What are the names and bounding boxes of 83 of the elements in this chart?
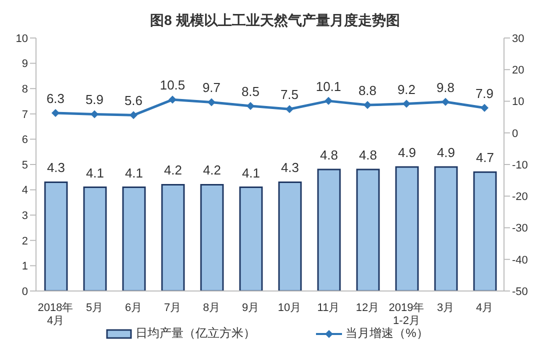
y-tick-label: 0 [22, 286, 28, 298]
data-label: 10.5 [160, 78, 186, 93]
point [324, 96, 332, 105]
bar [200, 184, 224, 291]
x-tick-label: 7月 [164, 302, 182, 314]
point [402, 100, 410, 108]
data-label: 9.7 [202, 80, 221, 96]
bar [473, 171, 497, 291]
data-label: 4.8 [358, 148, 378, 163]
data-label: 4.3 [46, 160, 66, 176]
x-tick-label: 8月 [202, 302, 220, 314]
data-label: 8.8 [358, 83, 377, 98]
data-label: 5.6 [124, 93, 143, 108]
x-tick-label: 5月 [86, 302, 104, 314]
data-label: 8.5 [241, 84, 260, 99]
data-label: 4.7 [476, 150, 494, 166]
x-tick-label: 9月 [242, 302, 260, 314]
data-label: 4.9 [398, 145, 416, 160]
data-label: 4.1 [86, 165, 104, 180]
data-label: 4.1 [124, 165, 144, 180]
y2-tick-label: 20 [512, 64, 524, 77]
bar [395, 166, 419, 291]
bar [356, 168, 380, 291]
data-label: 7.9 [475, 86, 494, 101]
chart-title: 图8 规模以上工业天然气产量月度走势图 [149, 11, 401, 30]
point [208, 98, 216, 106]
data-label: 4.3 [280, 160, 300, 176]
y2-tick-label: -10 [512, 159, 528, 172]
point [246, 102, 254, 110]
bar [278, 181, 302, 291]
point [364, 101, 372, 110]
data-label: 10.1 [316, 78, 342, 94]
y2-tick-label: -40 [512, 254, 528, 266]
y-tick-label: 5 [22, 159, 28, 172]
y-tick-label: 9 [22, 58, 28, 70]
y2-tick-label: 0 [512, 128, 518, 140]
x-tick-label: 12月 [356, 302, 380, 314]
data-label: 4.2 [202, 162, 222, 178]
y-tick-label: 10 [16, 32, 28, 45]
y-tick-label: 3 [22, 210, 28, 222]
x-tick-label: 4月 [476, 302, 494, 314]
bar [122, 186, 146, 291]
data-label: 5.9 [85, 92, 104, 108]
y-tick-label: 6 [22, 134, 28, 146]
data-label: 4.2 [164, 162, 182, 178]
y-tick-label: 4 [22, 184, 28, 197]
x-tick-label: 3月 [436, 302, 454, 314]
x-tick-label: 2019年1-2月 [388, 302, 424, 327]
x-tick-label: 10月 [278, 302, 302, 314]
bar [239, 186, 263, 291]
data-label: 4.1 [242, 165, 260, 180]
point [442, 98, 450, 106]
data-label: 4.8 [320, 148, 338, 163]
x-tick-label: 11月 [317, 302, 340, 314]
point [130, 111, 138, 120]
data-label: 9.2 [397, 82, 416, 97]
point [52, 108, 60, 117]
data-label: 4.9 [436, 145, 456, 160]
bar [44, 181, 68, 291]
y2-tick-label: 10 [512, 96, 524, 108]
data-label: 9.8 [436, 80, 455, 95]
y-tick-label: 8 [22, 84, 28, 96]
bar [161, 184, 185, 291]
data-label: 6.3 [46, 90, 65, 106]
point [480, 104, 488, 112]
y2-tick-label: -20 [512, 191, 528, 204]
y2-tick-label: -50 [512, 286, 528, 298]
legend-label: 当月增速（%） [344, 326, 428, 342]
data-label: 7.5 [280, 87, 299, 102]
y-tick-label: 1 [22, 260, 28, 273]
point [286, 105, 294, 114]
bar [434, 166, 458, 291]
x-tick-label: 2018年4月 [38, 302, 74, 327]
y-tick-label: 2 [22, 235, 28, 248]
point [90, 110, 98, 118]
bar [317, 168, 341, 291]
y2-tick-label: -30 [512, 222, 528, 235]
y-tick-label: 7 [22, 108, 28, 121]
bar [83, 186, 107, 291]
point [168, 96, 176, 104]
legend-label: 日均产量（亿立方米） [134, 325, 256, 342]
x-tick-label: 6月 [124, 302, 142, 314]
y2-tick-label: 30 [512, 32, 524, 45]
